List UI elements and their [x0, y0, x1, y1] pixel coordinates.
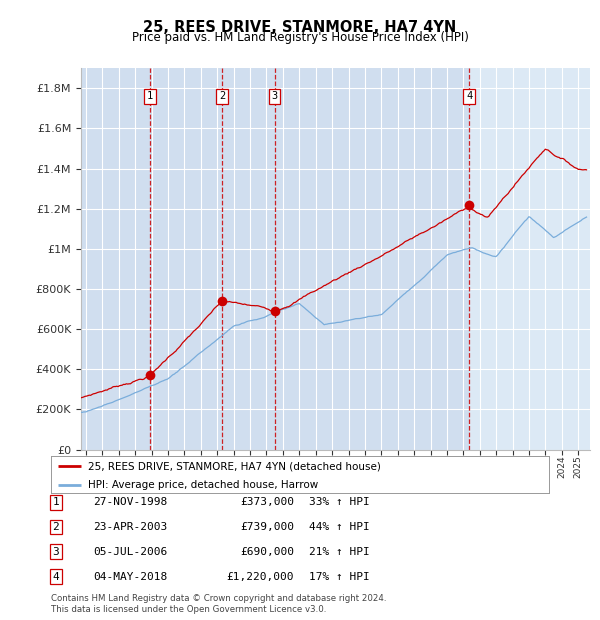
Text: 21% ↑ HPI: 21% ↑ HPI: [309, 547, 370, 557]
Text: 2: 2: [52, 522, 59, 532]
Text: 33% ↑ HPI: 33% ↑ HPI: [309, 497, 370, 507]
Bar: [222, 68, 275, 450]
Text: 4: 4: [52, 572, 59, 582]
Text: 3: 3: [272, 91, 278, 101]
Text: £739,000: £739,000: [240, 522, 294, 532]
Text: 23-APR-2003: 23-APR-2003: [93, 522, 167, 532]
Bar: [150, 68, 222, 450]
Text: 2: 2: [219, 91, 225, 101]
Bar: [81, 68, 150, 450]
Text: 04-MAY-2018: 04-MAY-2018: [93, 572, 167, 582]
Text: 1: 1: [52, 497, 59, 507]
Text: 17% ↑ HPI: 17% ↑ HPI: [309, 572, 370, 582]
Text: 4: 4: [466, 91, 472, 101]
Text: Contains HM Land Registry data © Crown copyright and database right 2024.
This d: Contains HM Land Registry data © Crown c…: [51, 595, 386, 614]
Text: 25, REES DRIVE, STANMORE, HA7 4YN (detached house): 25, REES DRIVE, STANMORE, HA7 4YN (detac…: [88, 461, 381, 471]
Text: 25, REES DRIVE, STANMORE, HA7 4YN: 25, REES DRIVE, STANMORE, HA7 4YN: [143, 20, 457, 35]
Text: £690,000: £690,000: [240, 547, 294, 557]
Text: HPI: Average price, detached house, Harrow: HPI: Average price, detached house, Harr…: [88, 480, 319, 490]
Text: 1: 1: [147, 91, 153, 101]
Text: £373,000: £373,000: [240, 497, 294, 507]
Text: 44% ↑ HPI: 44% ↑ HPI: [309, 522, 370, 532]
Text: 3: 3: [52, 547, 59, 557]
Bar: [275, 68, 469, 450]
Text: £1,220,000: £1,220,000: [227, 572, 294, 582]
Text: 05-JUL-2006: 05-JUL-2006: [93, 547, 167, 557]
Text: 27-NOV-1998: 27-NOV-1998: [93, 497, 167, 507]
Text: Price paid vs. HM Land Registry's House Price Index (HPI): Price paid vs. HM Land Registry's House …: [131, 31, 469, 44]
